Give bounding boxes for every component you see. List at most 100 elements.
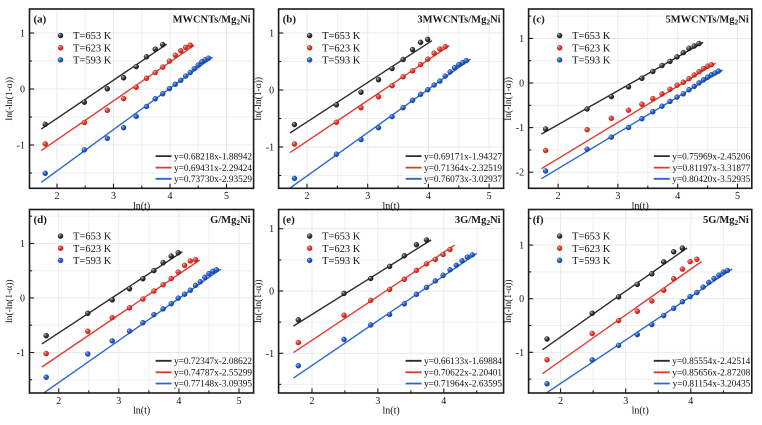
svg-text:(d): (d)	[34, 214, 48, 226]
svg-text:2: 2	[310, 396, 315, 407]
svg-text:0: 0	[269, 86, 274, 97]
svg-text:ln(-ln(1-α)): ln(-ln(1-α))	[4, 77, 15, 121]
svg-text:0: 0	[519, 79, 524, 90]
svg-text:(e): (e)	[283, 214, 296, 226]
svg-text:2: 2	[305, 191, 310, 202]
svg-text:y=0.85554x-2.42514: y=0.85554x-2.42514	[672, 357, 750, 367]
svg-text:0: 0	[269, 287, 274, 298]
svg-text:MWCNTs/Mg2Ni: MWCNTs/Mg2Ni	[173, 14, 251, 26]
svg-text:-1: -1	[516, 123, 524, 134]
svg-text:(f): (f)	[533, 214, 544, 226]
svg-text:3: 3	[365, 191, 370, 202]
svg-text:3: 3	[375, 396, 380, 407]
svg-text:y=0.81197x-3.31877: y=0.81197x-3.31877	[673, 164, 751, 174]
svg-text:ln(t): ln(t)	[632, 201, 649, 212]
svg-text:2: 2	[56, 396, 61, 407]
svg-text:y=0.76073x-3.02937: y=0.76073x-3.02937	[424, 175, 502, 185]
svg-text:4: 4	[688, 396, 693, 407]
svg-text:1: 1	[20, 239, 25, 250]
svg-text:y=0.71964x-2.63595: y=0.71964x-2.63595	[424, 380, 502, 390]
svg-text:y=0.69431x-2.29424: y=0.69431x-2.29424	[174, 164, 252, 174]
svg-text:1: 1	[269, 224, 274, 235]
svg-text:0: 0	[20, 294, 25, 305]
svg-text:T=593 K: T=593 K	[322, 256, 361, 267]
svg-text:4: 4	[176, 396, 181, 407]
svg-text:y=0.80420x-3.52935: y=0.80420x-3.52935	[672, 175, 750, 185]
svg-text:T=593 K: T=593 K	[572, 256, 611, 267]
svg-text:2: 2	[558, 396, 563, 407]
svg-text:y=0.69171x-1.94327: y=0.69171x-1.94327	[424, 152, 502, 162]
svg-text:2: 2	[556, 191, 561, 202]
svg-text:3: 3	[116, 396, 121, 407]
svg-text:y=0.85656x-2.87208: y=0.85656x-2.87208	[672, 369, 750, 379]
svg-text:ln(t): ln(t)	[133, 201, 150, 212]
svg-text:2: 2	[55, 191, 60, 202]
svg-text:5: 5	[224, 191, 229, 202]
svg-text:3: 3	[623, 396, 628, 407]
svg-text:ln(-ln(1-α)): ln(-ln(1-α))	[503, 77, 514, 121]
svg-text:(b): (b)	[283, 13, 297, 25]
svg-text:5: 5	[237, 396, 242, 407]
svg-text:3: 3	[111, 191, 116, 202]
svg-text:T=623 K: T=623 K	[572, 43, 611, 54]
svg-text:-1: -1	[266, 349, 274, 360]
svg-text:ln(-ln(1-α)): ln(-ln(1-α))	[253, 77, 264, 121]
svg-text:G/Mg2Ni: G/Mg2Ni	[210, 215, 251, 227]
svg-text:T=593 K: T=593 K	[73, 256, 112, 267]
svg-text:T=653 K: T=653 K	[572, 31, 611, 42]
svg-text:y=0.70622x-2.20401: y=0.70622x-2.20401	[424, 369, 502, 379]
svg-text:T=653 K: T=653 K	[322, 31, 361, 42]
svg-text:T=653 K: T=653 K	[322, 232, 361, 243]
svg-text:ln(t): ln(t)	[382, 201, 399, 212]
svg-text:5: 5	[735, 191, 740, 202]
svg-text:y=0.66133x-1.69884: y=0.66133x-1.69884	[424, 357, 502, 367]
svg-text:y=0.72347x-2.08622: y=0.72347x-2.08622	[174, 357, 252, 367]
svg-text:T=593 K: T=593 K	[73, 56, 112, 67]
svg-text:ln(t): ln(t)	[382, 406, 399, 417]
svg-text:y=0.81154x-3.20435: y=0.81154x-3.20435	[673, 380, 751, 390]
svg-text:(a): (a)	[34, 13, 47, 25]
svg-text:T=593 K: T=593 K	[572, 56, 611, 67]
svg-text:y=0.75969x-2.45206: y=0.75969x-2.45206	[672, 152, 750, 162]
svg-text:y=0.68218x-1.88942: y=0.68218x-1.88942	[174, 152, 252, 162]
svg-text:T=653 K: T=653 K	[73, 31, 112, 42]
svg-text:T=653 K: T=653 K	[572, 232, 611, 243]
svg-text:T=653 K: T=653 K	[73, 232, 112, 243]
svg-text:y=0.74787x-2.55299: y=0.74787x-2.55299	[174, 369, 252, 379]
svg-text:y=0.71364x-2.32519: y=0.71364x-2.32519	[424, 164, 502, 174]
svg-text:3G/Mg2Ni: 3G/Mg2Ni	[455, 215, 501, 227]
svg-text:T=623 K: T=623 K	[73, 43, 112, 54]
svg-text:5G/Mg2Ni: 5G/Mg2Ni	[703, 215, 749, 227]
svg-text:4: 4	[675, 191, 680, 202]
svg-text:-1: -1	[516, 348, 524, 359]
svg-text:y=0.73730x-2.93529: y=0.73730x-2.93529	[174, 175, 252, 185]
svg-text:0: 0	[20, 85, 25, 96]
svg-text:T=623 K: T=623 K	[73, 244, 112, 255]
svg-text:(c): (c)	[533, 13, 546, 25]
svg-text:1: 1	[20, 29, 25, 40]
svg-text:T=623 K: T=623 K	[572, 244, 611, 255]
svg-text:ln(-ln(1-α)): ln(-ln(1-α))	[503, 279, 514, 323]
svg-text:T=623 K: T=623 K	[322, 43, 361, 54]
svg-text:0: 0	[519, 294, 524, 305]
svg-text:5MWCNTs/Mg2Ni: 5MWCNTs/Mg2Ni	[666, 14, 749, 26]
svg-text:-2: -2	[516, 168, 524, 179]
svg-text:-1: -1	[17, 348, 25, 359]
svg-text:ln(t): ln(t)	[632, 406, 649, 417]
svg-text:4: 4	[441, 396, 446, 407]
svg-text:5: 5	[487, 191, 492, 202]
svg-text:4: 4	[426, 191, 431, 202]
svg-text:4: 4	[168, 191, 173, 202]
svg-text:T=623 K: T=623 K	[322, 244, 361, 255]
svg-text:3: 3	[615, 191, 620, 202]
svg-text:ln(-ln(1-α)): ln(-ln(1-α))	[253, 279, 264, 323]
svg-text:-1: -1	[266, 143, 274, 154]
svg-text:ln(t): ln(t)	[133, 406, 150, 417]
svg-text:1: 1	[519, 34, 524, 45]
svg-text:T=593 K: T=593 K	[322, 56, 361, 67]
svg-text:1: 1	[269, 29, 274, 40]
svg-text:ln(-ln(1-α)): ln(-ln(1-α))	[4, 279, 15, 323]
svg-text:1: 1	[519, 241, 524, 252]
svg-text:y=0.77148x-3.09395: y=0.77148x-3.09395	[174, 380, 252, 390]
svg-text:-1: -1	[17, 141, 25, 152]
